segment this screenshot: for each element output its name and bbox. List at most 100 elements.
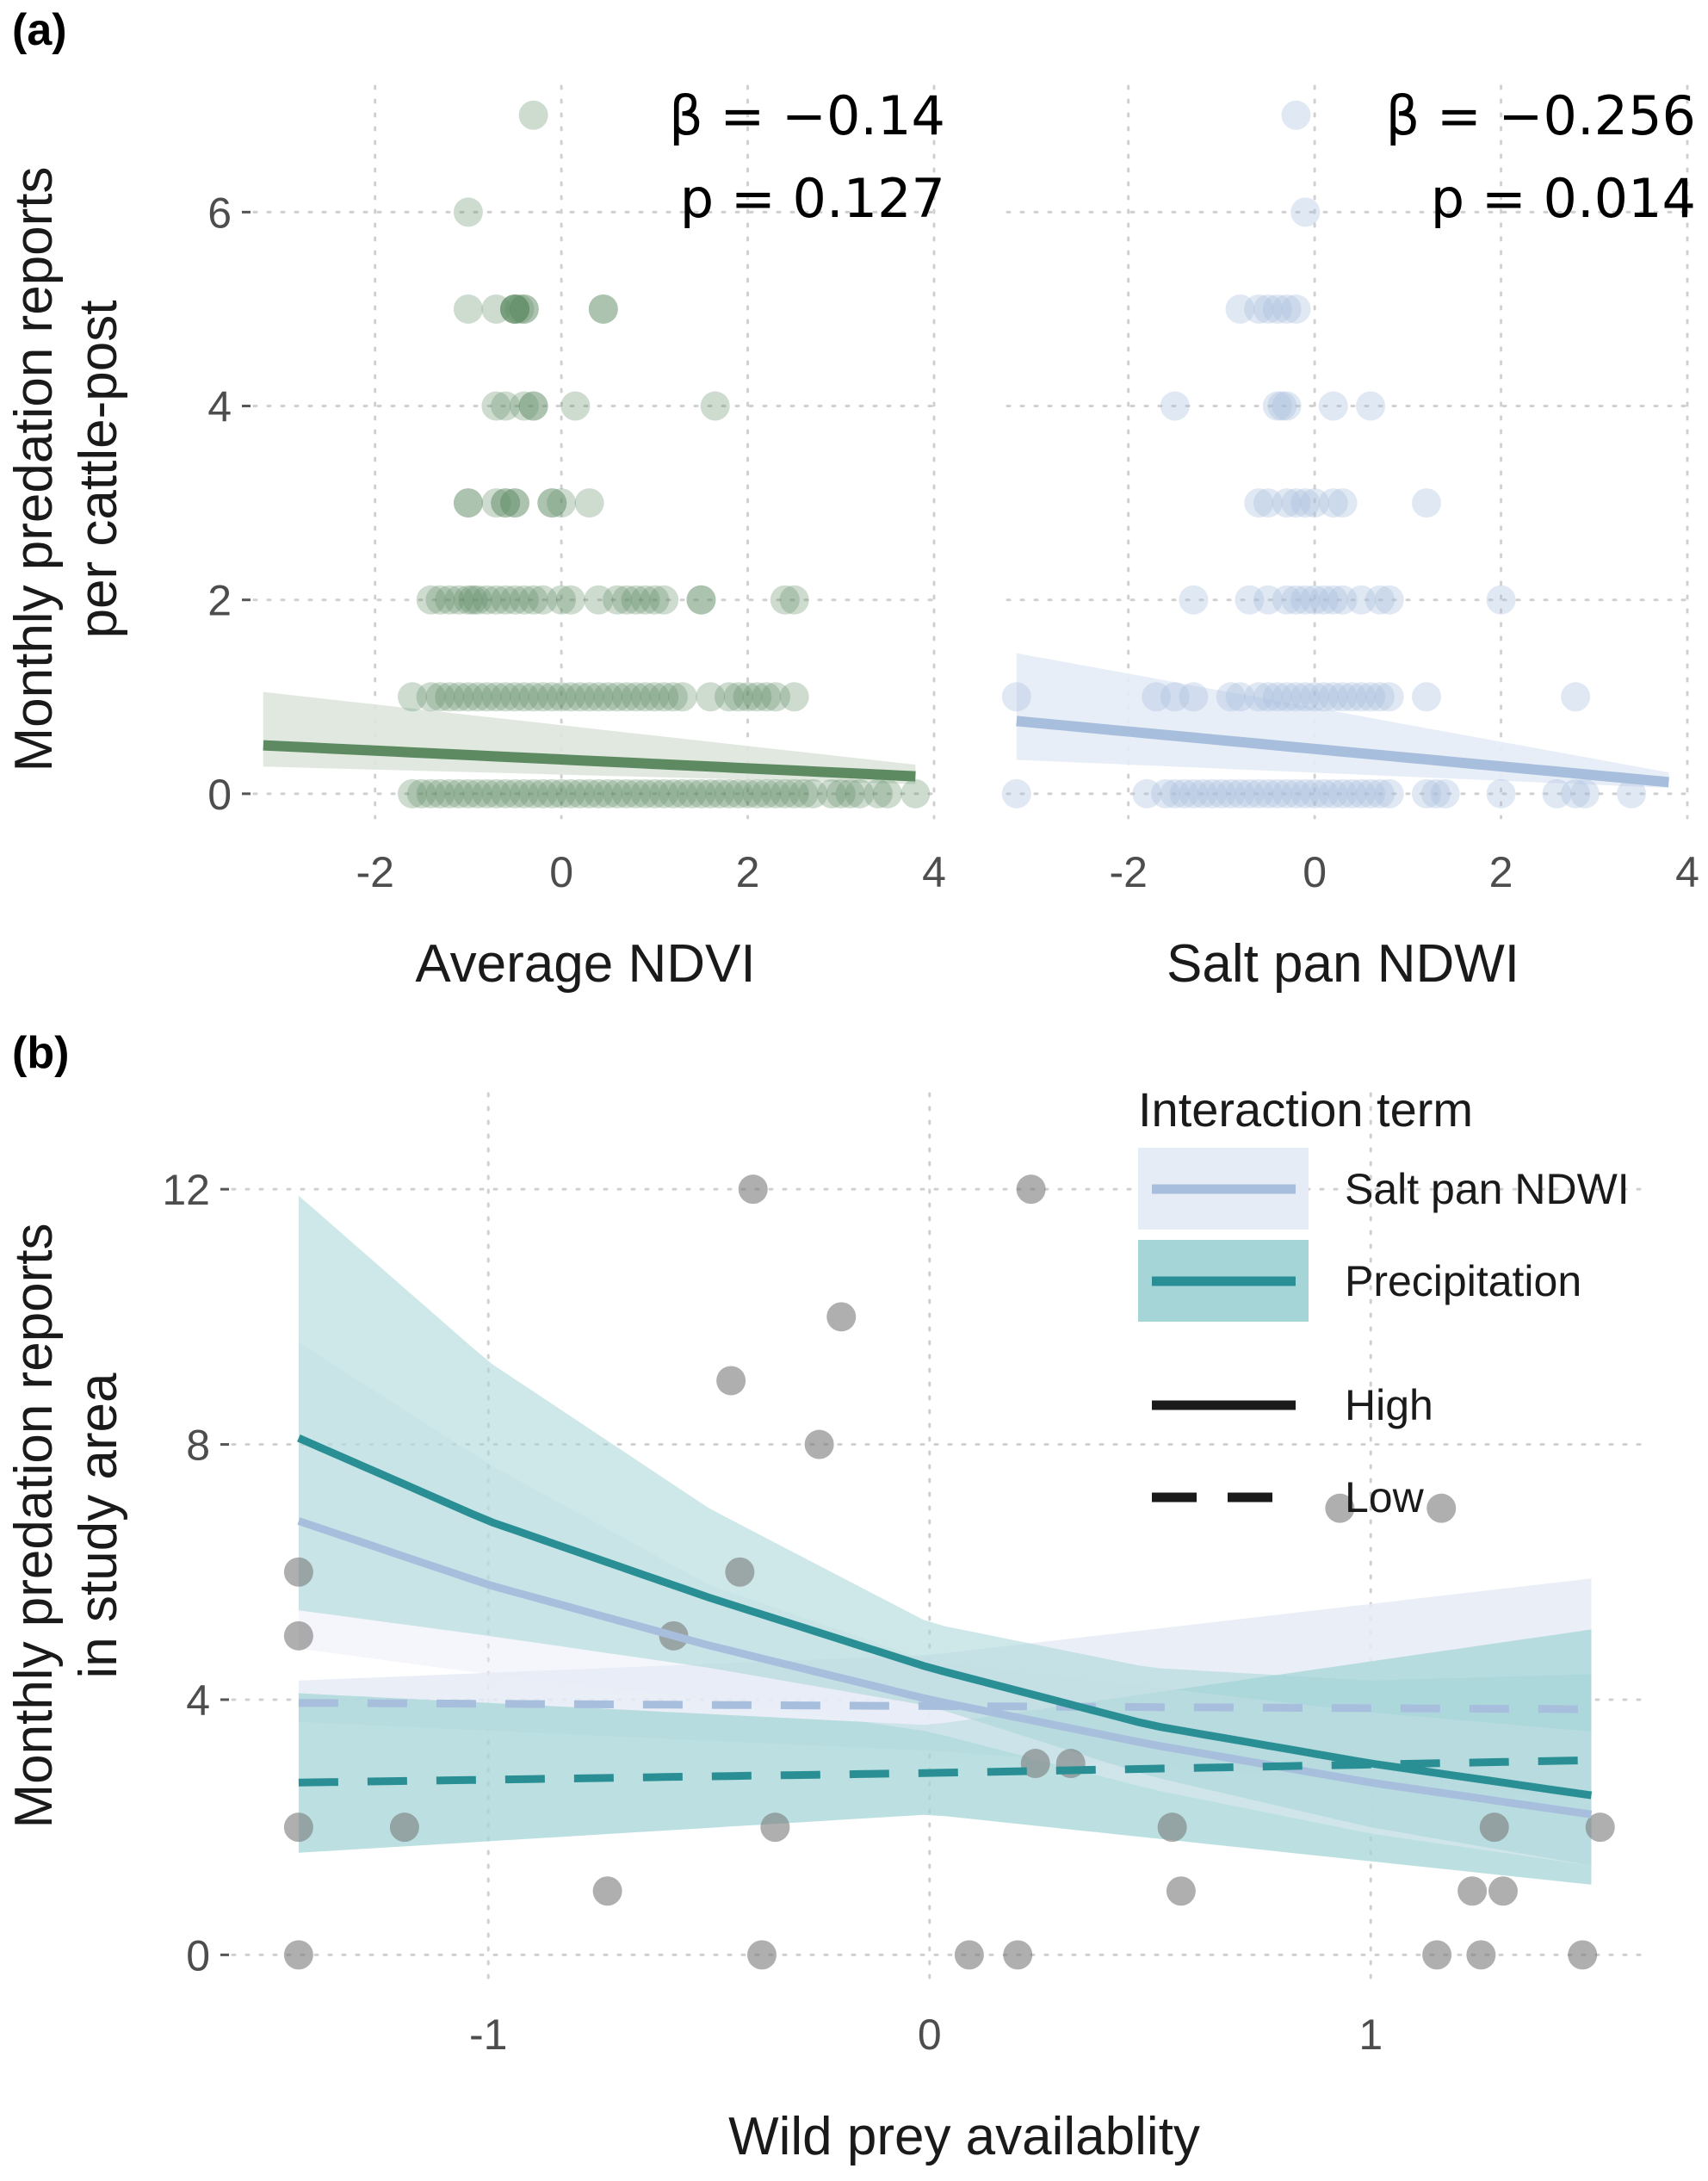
data-point	[509, 585, 539, 615]
data-point	[462, 778, 492, 809]
panel-a-ndwi-plot: -2 0 2 4 Salt pan NDWI β = −0.256 p = 0.…	[1001, 84, 1699, 994]
data-point	[491, 391, 521, 421]
data-point	[518, 391, 548, 421]
data-point	[283, 1812, 313, 1843]
data-point	[425, 682, 455, 712]
data-point	[509, 778, 539, 809]
data-point	[574, 778, 604, 809]
data-point	[1309, 778, 1339, 809]
data-point	[283, 1620, 313, 1651]
data-point	[1206, 778, 1236, 809]
data-point	[435, 682, 465, 712]
y-tick-label-0: 0	[186, 1931, 210, 1980]
ndvi-x-ticks: -2 0 2 4	[356, 848, 945, 896]
data-point	[537, 778, 567, 809]
data-point	[472, 682, 502, 712]
data-point	[555, 778, 585, 809]
data-point	[1179, 778, 1209, 809]
data-point	[547, 682, 577, 712]
data-point	[1365, 682, 1395, 712]
data-point	[1486, 585, 1516, 615]
data-point	[1272, 682, 1302, 712]
data-point	[1411, 488, 1441, 518]
data-point	[1262, 391, 1292, 421]
data-point	[630, 682, 660, 712]
data-point	[1300, 682, 1330, 712]
data-point	[1569, 778, 1600, 809]
data-point	[1617, 778, 1647, 809]
data-point	[611, 778, 641, 809]
ndvi-points	[397, 100, 931, 809]
data-point	[863, 778, 894, 809]
data-point	[435, 585, 465, 615]
data-point	[425, 585, 455, 615]
x-tick-label-neg2: -2	[356, 848, 393, 896]
data-point	[1374, 585, 1404, 615]
data-point	[1561, 778, 1591, 809]
ndvi-confidence-band	[263, 691, 916, 784]
data-point	[716, 1366, 746, 1396]
data-point	[1197, 778, 1228, 809]
panel-a-label: (a)	[12, 5, 67, 55]
band-precip-high	[298, 1195, 1592, 1866]
data-point	[1318, 778, 1348, 809]
panel-b-ylabel-line2: in study area	[69, 1372, 128, 1679]
data-point	[1327, 488, 1358, 518]
panel-b-lines	[297, 1434, 1593, 1819]
data-point	[1346, 682, 1377, 712]
data-point	[1272, 585, 1302, 615]
data-point	[1020, 1749, 1050, 1779]
ndvi-xlabel: Average NDVI	[415, 934, 755, 994]
data-point	[453, 585, 483, 615]
data-point	[547, 585, 577, 615]
ndwi-confidence-band	[1016, 653, 1669, 789]
data-point	[1262, 294, 1292, 324]
data-point	[584, 778, 614, 809]
x-tick-label-4: 4	[1675, 848, 1699, 896]
data-point	[593, 778, 623, 809]
data-point	[761, 682, 791, 712]
data-point	[565, 778, 595, 809]
data-point	[1225, 778, 1255, 809]
data-point	[1309, 585, 1339, 615]
data-point	[603, 585, 633, 615]
ndwi-beta: β = −0.256	[1386, 84, 1696, 147]
data-point	[725, 1557, 755, 1587]
y-tick-label-8: 8	[186, 1422, 210, 1470]
data-point	[500, 294, 530, 324]
data-point	[509, 294, 539, 324]
data-point	[444, 682, 474, 712]
data-point	[779, 682, 809, 712]
data-point	[686, 585, 716, 615]
data-point	[1356, 391, 1386, 421]
data-point	[1365, 585, 1395, 615]
data-point	[733, 778, 763, 809]
data-point	[723, 778, 753, 809]
data-point	[518, 585, 548, 615]
data-point	[1486, 778, 1516, 809]
panel-a-ylabel-line1: Monthly predation reports	[4, 166, 64, 771]
data-point	[1253, 682, 1284, 712]
data-point	[705, 778, 735, 809]
data-point	[509, 391, 539, 421]
data-point	[593, 682, 623, 712]
data-point	[481, 585, 511, 615]
data-point	[453, 778, 483, 809]
legend-label-high: High	[1345, 1381, 1433, 1429]
y-tick-label-4: 4	[186, 1676, 210, 1725]
data-point	[1160, 391, 1190, 421]
x-tick-label-0: 0	[1303, 848, 1327, 896]
data-point	[1253, 585, 1284, 615]
data-point	[1365, 778, 1395, 809]
data-point	[1244, 682, 1274, 712]
data-point	[444, 778, 474, 809]
data-point	[760, 1812, 790, 1843]
data-point	[560, 391, 591, 421]
data-point	[416, 585, 446, 615]
data-point	[472, 585, 502, 615]
data-point	[611, 682, 641, 712]
data-point	[1318, 488, 1348, 518]
data-point	[1235, 778, 1265, 809]
data-point	[504, 294, 535, 324]
